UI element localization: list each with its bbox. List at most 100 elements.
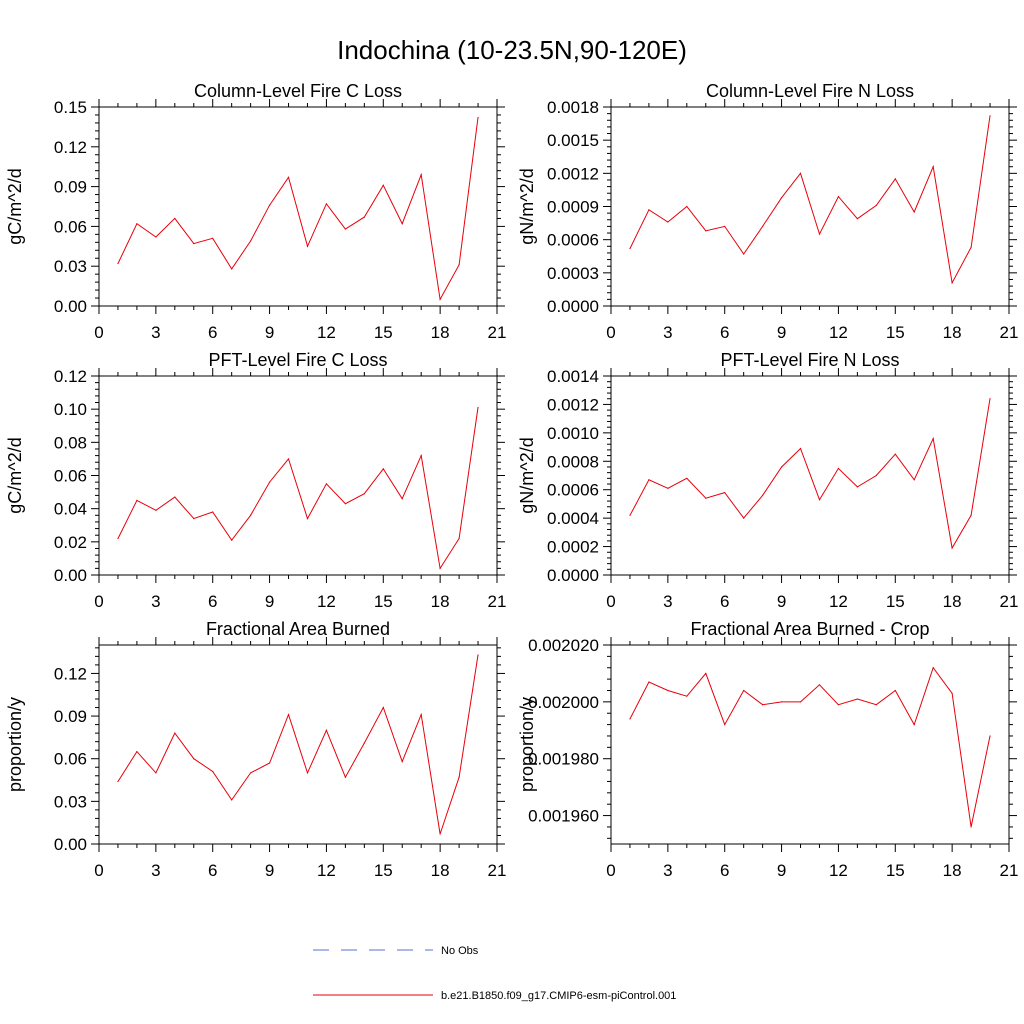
y-tick-label: 0.0004 <box>547 509 599 528</box>
data-point <box>818 499 821 501</box>
x-tick-label: 3 <box>151 861 160 880</box>
data-point <box>970 246 972 249</box>
panels-group: 0 3 6 9 12 15 18 21 0.00 0.03 0.06 0.09 0.12 0.15 Colu… <box>5 81 1018 880</box>
data-point <box>477 117 479 119</box>
data-point <box>268 762 271 764</box>
data-point <box>932 166 934 168</box>
series-line <box>629 398 991 550</box>
panel-4: 0 3 6 9 12 15 18 21 0.0000 0.0002 0.0004 0.0006 0.00… <box>517 350 1018 611</box>
data-point <box>894 453 896 455</box>
data-point <box>629 718 631 720</box>
data-point <box>306 518 309 520</box>
data-point <box>951 282 953 284</box>
x-tick-label: 12 <box>829 323 848 342</box>
data-point <box>799 172 802 174</box>
data-point <box>894 178 896 180</box>
y-tick-label: 0.0012 <box>547 164 599 183</box>
data-point <box>174 732 176 734</box>
y-tick-label: 0.0010 <box>547 424 599 443</box>
data-point <box>629 514 631 516</box>
y-tick-label: 0.15 <box>54 98 87 117</box>
y-tick-label: 0.06 <box>54 467 87 486</box>
x-tick-label: 18 <box>943 592 962 611</box>
y-tick-label: 0.03 <box>54 257 87 276</box>
data-point <box>913 479 915 481</box>
data-point <box>762 225 764 227</box>
panel-1: 0 3 6 9 12 15 18 21 0.00 0.03 0.06 0.09 0.12 0.15 Colu… <box>5 81 506 342</box>
series-line <box>629 115 991 285</box>
data-point <box>420 455 422 457</box>
data-point <box>837 704 840 706</box>
data-point <box>951 547 953 549</box>
y-tick-label: 0.0015 <box>547 131 599 150</box>
data-point <box>325 203 328 205</box>
panel-2: 0 3 6 9 12 15 18 21 0.0000 0.0003 0.0006 0.0009 0.00… <box>517 81 1018 342</box>
x-tick-label: 6 <box>720 592 729 611</box>
x-tick-label: 21 <box>1000 323 1019 342</box>
data-point <box>686 477 688 479</box>
data-point <box>667 689 669 692</box>
x-tick-label: 15 <box>886 323 905 342</box>
x-tick-label: 18 <box>431 861 450 880</box>
data-point <box>856 218 858 220</box>
data-point <box>193 758 195 760</box>
data-point <box>117 780 119 783</box>
x-tick-label: 12 <box>317 861 336 880</box>
data-point <box>667 487 669 489</box>
y-tick-label: 0.0009 <box>547 198 599 217</box>
y-tick-label: 0.10 <box>54 400 87 419</box>
x-tick-label: 9 <box>777 861 786 880</box>
x-tick-label: 21 <box>1000 592 1019 611</box>
data-point <box>325 483 328 485</box>
x-tick-label: 0 <box>606 861 615 880</box>
data-point <box>818 233 821 235</box>
x-tick-label: 15 <box>886 861 905 880</box>
x-tick-label: 3 <box>663 861 672 880</box>
y-tick-label: 0.00 <box>54 297 87 316</box>
data-point <box>477 406 479 409</box>
x-tick-label: 0 <box>94 592 103 611</box>
y-tick-label: 0.0018 <box>547 98 599 117</box>
data-point <box>970 514 972 516</box>
y-axis-label: proportion/y <box>5 697 25 792</box>
data-point <box>212 511 214 513</box>
data-point <box>743 253 745 255</box>
data-point <box>363 742 365 744</box>
data-point <box>989 735 991 737</box>
plot-frame <box>610 106 1010 307</box>
y-tick-label: 0.001960 <box>528 807 599 826</box>
data-point <box>780 701 783 703</box>
data-point <box>648 479 650 481</box>
y-tick-label: 0.0000 <box>547 297 599 316</box>
data-point <box>648 681 650 683</box>
data-point <box>629 247 631 250</box>
data-point <box>780 466 783 468</box>
data-point <box>743 517 745 519</box>
data-point <box>287 176 290 178</box>
data-point <box>306 245 309 247</box>
data-point <box>306 772 309 774</box>
plot-frame <box>98 106 498 307</box>
data-point <box>382 706 384 709</box>
data-point <box>363 493 365 495</box>
y-tick-label: 0.12 <box>54 664 87 683</box>
x-tick-label: 18 <box>943 861 962 880</box>
data-point <box>705 672 707 675</box>
plot-frame <box>610 375 1010 576</box>
data-point <box>174 496 176 498</box>
x-tick-label: 15 <box>374 592 393 611</box>
x-tick-label: 12 <box>317 592 336 611</box>
x-tick-label: 15 <box>374 323 393 342</box>
plot-frame <box>98 644 498 845</box>
data-point <box>477 654 479 656</box>
data-point <box>686 205 688 208</box>
data-point <box>667 221 669 223</box>
data-point <box>932 667 934 669</box>
y-tick-label: 0.002020 <box>528 636 599 655</box>
data-point <box>799 447 802 450</box>
y-tick-label: 0.02 <box>54 533 87 552</box>
data-point <box>155 772 157 774</box>
figure-title: Indochina (10-23.5N,90-120E) <box>337 35 687 65</box>
legend: No Obs b.e21.B1850.f09_g17.CMIP6-esm-piC… <box>313 945 676 1002</box>
